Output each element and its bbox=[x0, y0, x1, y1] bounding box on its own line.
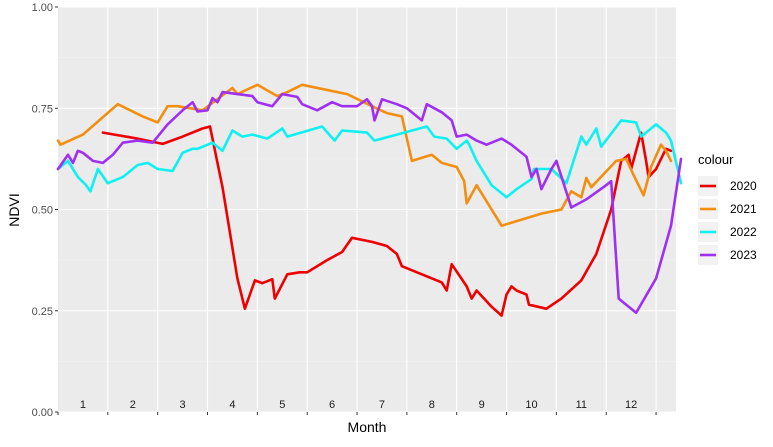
legend-label: 2020 bbox=[730, 179, 757, 193]
month-label: 3 bbox=[180, 399, 186, 411]
series-lines bbox=[56, 83, 683, 317]
series-line-2022 bbox=[56, 119, 683, 199]
legend-label: 2023 bbox=[730, 248, 757, 262]
month-label: 4 bbox=[229, 399, 235, 411]
month-label: 1 bbox=[80, 399, 86, 411]
legend-label: 2021 bbox=[730, 202, 757, 216]
month-label: 12 bbox=[625, 399, 637, 411]
y-tick-label: 0.00 bbox=[32, 407, 53, 419]
legend-label: 2022 bbox=[730, 225, 757, 239]
legend-title: colour bbox=[698, 152, 734, 167]
y-axis: 0.00 0.25 0.50 0.75 1.00 bbox=[32, 2, 58, 419]
major-gridlines bbox=[58, 6, 676, 413]
y-axis-title: NDVI bbox=[6, 193, 22, 226]
x-axis bbox=[57, 412, 657, 415]
month-label: 2 bbox=[130, 399, 136, 411]
month-label: 11 bbox=[576, 399, 587, 411]
y-tick-label: 0.25 bbox=[32, 306, 53, 318]
month-label: 7 bbox=[379, 399, 385, 411]
legend: colour 2020 2021 2022 2023 bbox=[698, 152, 757, 265]
y-tick-label: 1.00 bbox=[32, 2, 53, 14]
x-axis-title: Month bbox=[348, 419, 387, 435]
series-line-2021 bbox=[56, 83, 673, 227]
month-label: 6 bbox=[329, 399, 335, 411]
month-label: 8 bbox=[429, 399, 435, 411]
month-label: 10 bbox=[525, 399, 537, 411]
y-tick-label: 0.75 bbox=[32, 103, 53, 115]
month-label: 5 bbox=[279, 399, 285, 411]
series-line-2023 bbox=[56, 90, 683, 315]
month-label: 9 bbox=[479, 399, 485, 411]
y-tick-label: 0.50 bbox=[32, 205, 53, 217]
month-labels: 1 2 3 4 5 6 7 8 9 10 11 12 bbox=[80, 399, 637, 411]
